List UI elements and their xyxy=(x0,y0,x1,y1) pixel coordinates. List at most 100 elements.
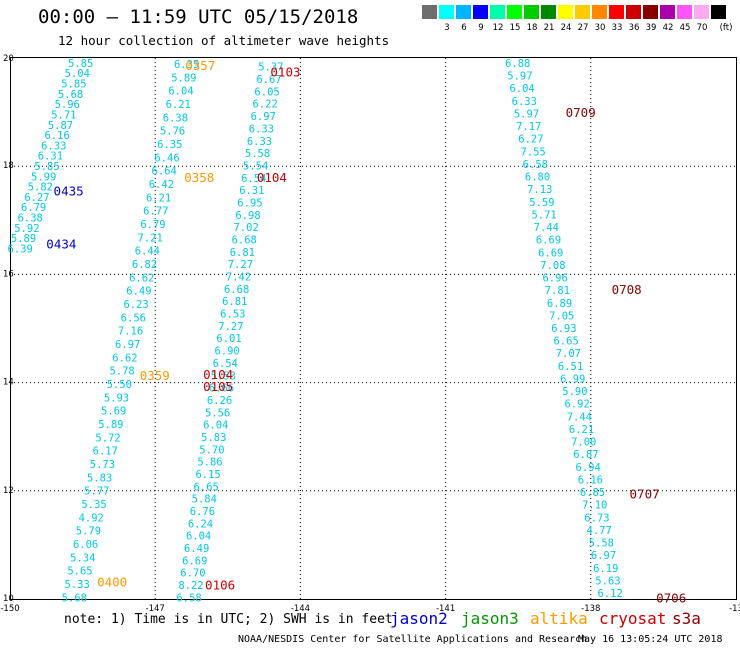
color-bin xyxy=(609,5,624,19)
wave-height-reading: 6.16 xyxy=(44,130,69,142)
x-tick-label: -13 xyxy=(729,604,740,614)
wave-height-reading: 5.92 xyxy=(14,223,39,235)
wave-height-reading: 5.86 xyxy=(197,457,222,469)
pass-label: 0706 xyxy=(656,590,686,605)
wave-height-reading: 5.77 xyxy=(84,486,109,498)
map-subtitle: 12 hour collection of altimeter wave hei… xyxy=(58,33,390,48)
credit-line: NOAA/NESDIS Center for Satellite Applica… xyxy=(238,634,588,645)
wave-height-reading: 7.42 xyxy=(226,272,251,284)
x-tick-label: -150 xyxy=(0,604,19,614)
wave-height-reading: 6.35 xyxy=(174,59,199,71)
pass-label: 0105 xyxy=(203,379,233,394)
wave-height-reading: 7.27 xyxy=(218,321,243,333)
wave-height-reading: 5.89 xyxy=(11,233,36,245)
wave-height-reading: 7.08 xyxy=(540,260,565,272)
color-bin xyxy=(541,5,556,19)
wave-height-reading: 6.04 xyxy=(168,86,193,98)
color-bin-label: 9 xyxy=(478,23,484,33)
wave-height-reading: 6.97 xyxy=(591,550,616,562)
wave-height-reading: 7.07 xyxy=(556,348,581,360)
wave-height-reading: 6.58 xyxy=(176,592,201,604)
color-bin xyxy=(507,5,522,19)
color-bin xyxy=(575,5,590,19)
wave-height-reading: 6.80 xyxy=(525,172,550,184)
wave-height-reading: 6.42 xyxy=(149,179,174,191)
wave-height-reading: 7.17 xyxy=(516,121,541,133)
wave-height-reading: 6.39 xyxy=(8,243,33,255)
wave-height-reading: 5.93 xyxy=(104,392,129,404)
wave-height-reading: 7.13 xyxy=(527,184,552,196)
wave-height-reading: 5.65 xyxy=(67,566,92,578)
y-tick-label: 14 xyxy=(3,378,14,388)
color-bin xyxy=(592,5,607,19)
color-bin-label: 6 xyxy=(461,23,467,33)
wave-height-reading: 5.85 xyxy=(68,58,93,70)
wave-height-reading: 6.82 xyxy=(132,259,157,271)
wave-height-reading: 6.38 xyxy=(163,112,188,124)
wave-height-reading: 7.81 xyxy=(545,285,570,297)
color-bin xyxy=(626,5,641,19)
wave-height-reading: 5.72 xyxy=(95,432,120,444)
map-title: 00:00 – 11:59 UTC 05/15/2018 xyxy=(38,6,359,28)
wave-height-reading: 5.71 xyxy=(531,209,556,221)
wave-height-reading: 5.90 xyxy=(562,386,587,398)
wave-height-reading: 6.68 xyxy=(224,284,249,296)
legend-s3a: s3a xyxy=(672,609,701,628)
color-bin xyxy=(490,5,505,19)
color-bin-label: 39 xyxy=(645,23,657,33)
color-bin xyxy=(422,5,437,19)
color-scale-unit: (ft) xyxy=(719,23,733,33)
pass-label: 0400 xyxy=(97,575,127,590)
wave-height-reading: 6.44 xyxy=(135,246,160,258)
pass-label: 0707 xyxy=(630,487,660,502)
wave-height-reading: 6.21 xyxy=(166,99,191,111)
wave-height-reading: 6.27 xyxy=(518,134,543,146)
color-bin xyxy=(456,5,471,19)
wave-height-reading: 5.97 xyxy=(514,108,539,120)
wave-height-reading: 5.34 xyxy=(70,552,95,564)
legend-cryosat: cryosat xyxy=(599,609,667,628)
footer-note: note: 1) Time is in UTC; 2) SWH is in fe… xyxy=(64,612,393,627)
wave-height-reading: 5.58 xyxy=(245,148,270,160)
wave-height-reading: 6.58 xyxy=(523,159,548,171)
y-tick-label: 16 xyxy=(3,269,14,279)
wave-height-reading: 6.69 xyxy=(536,235,561,247)
color-bin-label: 12 xyxy=(492,23,504,33)
wave-height-reading: 6.79 xyxy=(21,202,46,214)
wave-height-reading: 6.62 xyxy=(112,352,137,364)
wave-height-reading: 6.49 xyxy=(184,543,209,555)
pass-label: 0106 xyxy=(205,577,235,592)
color-bin xyxy=(694,5,709,19)
color-bin-label: 33 xyxy=(611,23,623,33)
wave-height-reading: 6.98 xyxy=(235,210,260,222)
wave-height-reading: 5.84 xyxy=(192,494,217,506)
generated-timestamp: May 16 13:05:24 UTC 2018 xyxy=(578,634,723,645)
wave-height-reading: 5.79 xyxy=(76,526,101,538)
wave-height-reading: 6.67 xyxy=(256,74,281,86)
wave-height-reading: 6.16 xyxy=(578,474,603,486)
pass-label: 0103 xyxy=(270,65,300,80)
wave-height-reading: 6.79 xyxy=(140,219,165,231)
wave-height-reading: 6.35 xyxy=(157,139,182,151)
wave-height-reading: 6.51 xyxy=(558,361,583,373)
wave-height-reading: 5.85 xyxy=(61,79,86,91)
wave-height-reading: 6.49 xyxy=(126,286,151,298)
wave-height-reading: 6.24 xyxy=(188,518,213,530)
wave-height-reading: 7.05 xyxy=(549,310,574,322)
pass-label: 0359 xyxy=(140,368,170,383)
wave-height-reading: 7.21 xyxy=(138,232,163,244)
wave-height-reading: 6.99 xyxy=(560,373,585,385)
wave-height-reading: 5.68 xyxy=(62,592,87,604)
color-bin xyxy=(711,5,726,19)
wave-height-reading: 6.31 xyxy=(38,151,63,163)
wave-height-reading: 6.33 xyxy=(249,123,274,135)
wave-height-reading: 6.65 xyxy=(194,481,219,493)
wave-height-reading: 6.04 xyxy=(203,420,228,432)
wave-height-reading: 6.15 xyxy=(195,469,220,481)
color-bin xyxy=(473,5,488,19)
color-bin-label: 24 xyxy=(560,23,572,33)
wave-height-reading: 5.97 xyxy=(507,71,532,83)
wave-height-reading: 6.33 xyxy=(41,140,66,152)
wave-height-reading: 7.27 xyxy=(228,259,253,271)
wave-height-reading: 7.10 xyxy=(582,500,607,512)
